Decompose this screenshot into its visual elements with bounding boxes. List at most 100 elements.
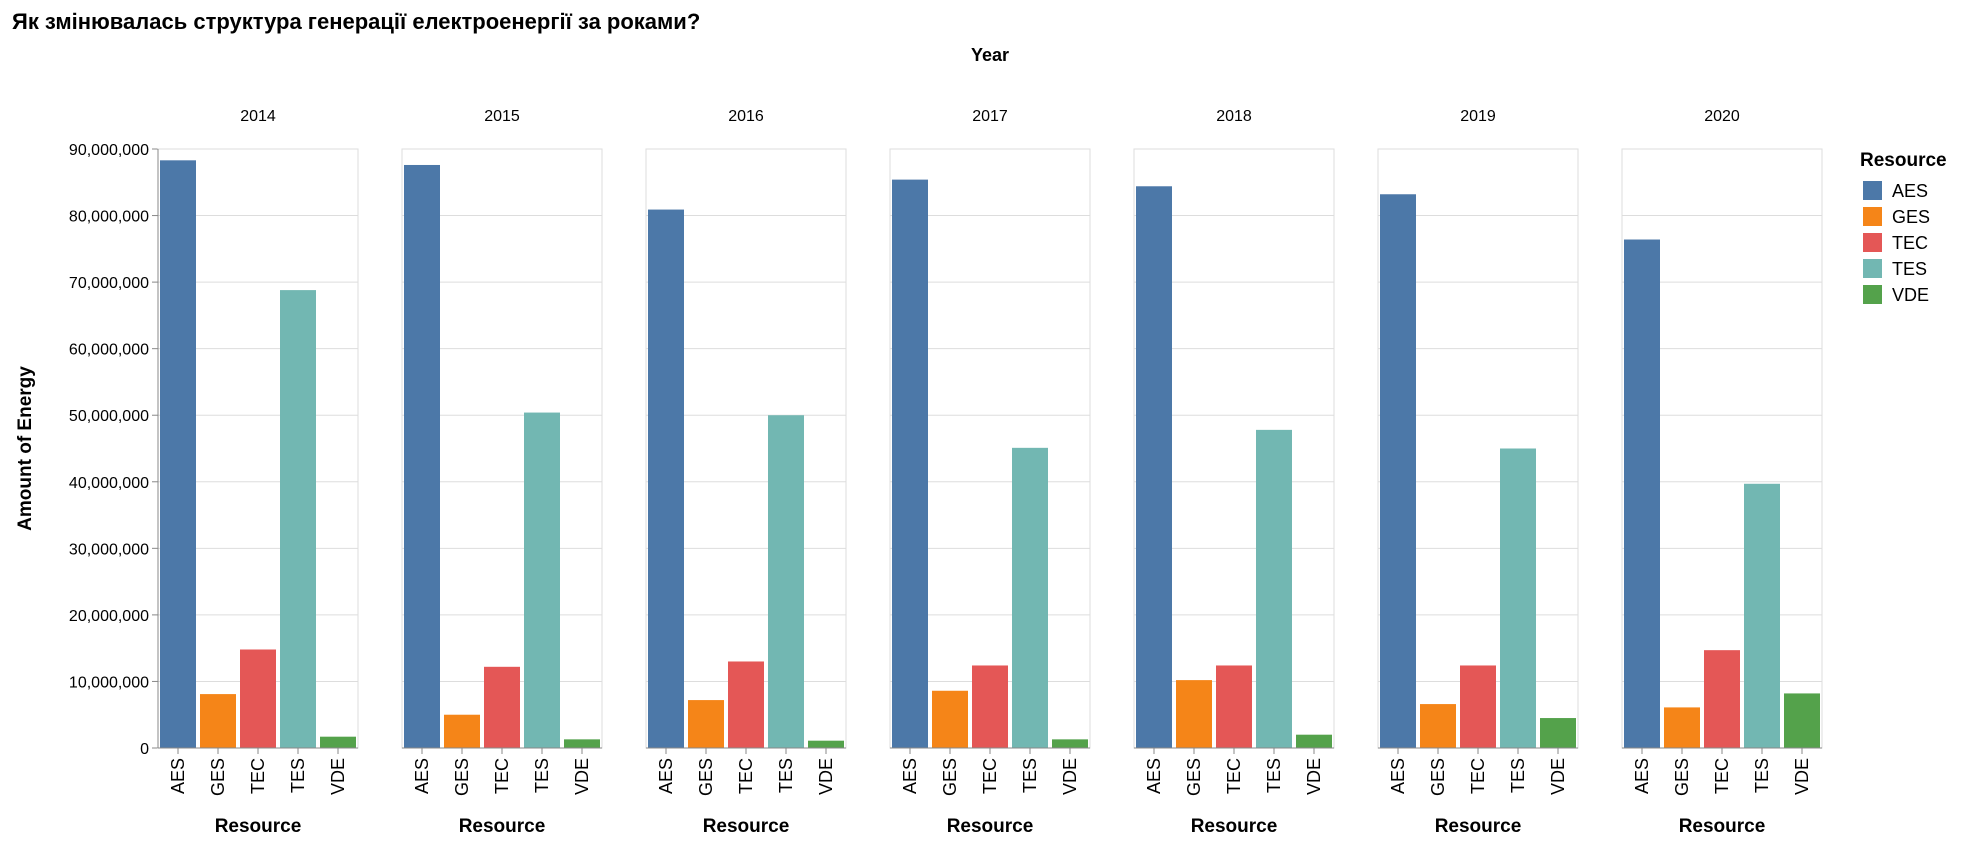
y-tick-label: 40,000,000 — [69, 475, 149, 492]
y-tick-label: 70,000,000 — [69, 275, 149, 292]
x-axis-title: Resource — [1679, 816, 1766, 837]
x-tick-label: VDE — [328, 758, 348, 795]
legend-swatch-GES — [1863, 207, 1882, 226]
y-tick-label: 60,000,000 — [69, 342, 149, 359]
bar-2015-GES — [444, 714, 480, 748]
y-tick-label: 90,000,000 — [69, 142, 149, 159]
bar-2020-TES — [1744, 483, 1780, 748]
bar-2015-AES — [404, 164, 440, 748]
y-tick-label: 50,000,000 — [69, 408, 149, 425]
x-axis-title: Resource — [459, 816, 546, 837]
x-tick-label: GES — [208, 758, 228, 796]
facet-label: 2015 — [484, 108, 520, 125]
bar-2017-TEC — [972, 665, 1008, 748]
x-tick-label: VDE — [1060, 758, 1080, 795]
x-tick-label: TES — [1020, 758, 1040, 793]
bar-2015-TEC — [484, 666, 520, 748]
x-tick-label: TES — [776, 758, 796, 793]
x-tick-label: AES — [900, 758, 920, 794]
x-tick-label: TES — [288, 758, 308, 793]
legend-title: Resource — [1860, 150, 1947, 171]
x-tick-label: VDE — [816, 758, 836, 795]
x-tick-label: TEC — [980, 758, 1000, 794]
y-axis-title: Amount of Energy — [15, 366, 36, 531]
x-axis-title: Resource — [1435, 816, 1522, 837]
y-tick-label: 30,000,000 — [69, 541, 149, 558]
bar-2017-TES — [1012, 447, 1048, 748]
legend-swatch-TES — [1863, 259, 1882, 278]
x-tick-label: TEC — [248, 758, 268, 794]
bar-2019-TEC — [1460, 665, 1496, 748]
bar-2015-TES — [524, 412, 560, 748]
legend-swatch-TEC — [1863, 233, 1882, 252]
legend-swatch-AES — [1863, 181, 1882, 200]
facet-label: 2014 — [240, 108, 276, 125]
legend-label-TES: TES — [1892, 259, 1927, 279]
facet-label: 2020 — [1704, 108, 1740, 125]
x-tick-label: AES — [1632, 758, 1652, 794]
bar-2016-TEC — [728, 661, 764, 748]
bar-2014-VDE — [320, 736, 356, 748]
bar-2017-GES — [932, 690, 968, 748]
x-tick-label: GES — [696, 758, 716, 796]
bar-2014-TEC — [240, 649, 276, 748]
x-axis-title: Resource — [215, 816, 302, 837]
bar-2019-TES — [1500, 448, 1536, 748]
x-tick-label: GES — [1184, 758, 1204, 796]
bar-2016-VDE — [808, 740, 844, 748]
x-tick-label: AES — [168, 758, 188, 794]
bar-2014-AES — [160, 160, 196, 748]
bar-2017-AES — [892, 179, 928, 749]
bar-2016-GES — [688, 700, 724, 748]
x-tick-label: VDE — [572, 758, 592, 795]
x-tick-label: VDE — [1548, 758, 1568, 795]
y-tick-label: 20,000,000 — [69, 608, 149, 625]
facet-label: 2016 — [728, 108, 764, 125]
bar-2018-GES — [1176, 680, 1212, 748]
facet-label: 2017 — [972, 108, 1008, 125]
x-axis-title: Resource — [703, 816, 790, 837]
legend-label-TEC: TEC — [1892, 233, 1928, 253]
legend-label-VDE: VDE — [1892, 285, 1929, 305]
bar-2018-AES — [1136, 186, 1172, 748]
bar-2020-VDE — [1784, 693, 1820, 748]
y-tick-label: 80,000,000 — [69, 209, 149, 226]
bar-2020-GES — [1664, 707, 1700, 748]
x-tick-label: TES — [1752, 758, 1772, 793]
bar-2018-VDE — [1296, 734, 1332, 748]
x-tick-label: GES — [452, 758, 472, 796]
legend-label-AES: AES — [1892, 181, 1928, 201]
chart-title: Як змінювалась структура генерації елект… — [12, 9, 700, 34]
x-tick-label: VDE — [1304, 758, 1324, 795]
x-tick-label: GES — [1672, 758, 1692, 796]
x-axis-title: Resource — [1191, 816, 1278, 837]
x-tick-label: TEC — [1712, 758, 1732, 794]
bar-2014-TES — [280, 290, 316, 748]
facet-label: 2018 — [1216, 108, 1252, 125]
x-tick-label: TES — [532, 758, 552, 793]
bar-2016-AES — [648, 209, 684, 748]
bar-2019-GES — [1420, 704, 1456, 748]
bar-2017-VDE — [1052, 739, 1088, 748]
y-tick-label: 0 — [140, 741, 149, 758]
x-tick-label: GES — [1428, 758, 1448, 796]
x-tick-label: TES — [1264, 758, 1284, 793]
legend-swatch-VDE — [1863, 285, 1882, 304]
x-tick-label: AES — [1388, 758, 1408, 794]
bar-2019-AES — [1380, 194, 1416, 748]
x-tick-label: TES — [1508, 758, 1528, 793]
legend-label-GES: GES — [1892, 207, 1930, 227]
facet-label: 2019 — [1460, 108, 1496, 125]
bar-2016-TES — [768, 415, 804, 748]
x-tick-label: TEC — [736, 758, 756, 794]
bar-2020-TEC — [1704, 650, 1740, 748]
x-axis-title: Resource — [947, 816, 1034, 837]
bar-2014-GES — [200, 694, 236, 748]
bar-2018-TEC — [1216, 665, 1252, 748]
x-tick-label: TEC — [1468, 758, 1488, 794]
x-tick-label: GES — [940, 758, 960, 796]
bar-2019-VDE — [1540, 718, 1576, 748]
x-tick-label: VDE — [1792, 758, 1812, 795]
